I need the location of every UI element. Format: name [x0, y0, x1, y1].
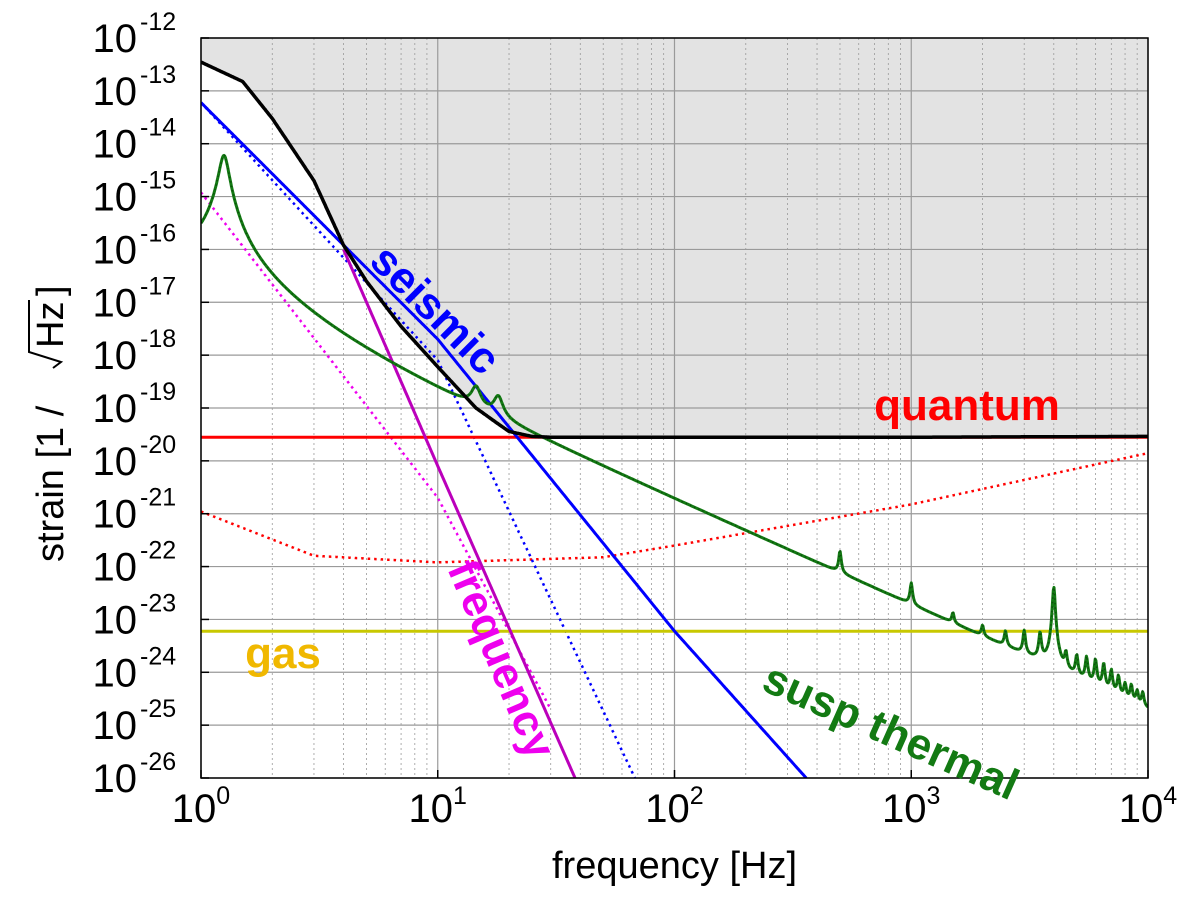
y-axis-label-root: Hz	[30, 302, 72, 348]
y-tick-exponent: -17	[140, 272, 176, 300]
y-tick-exponent: -15	[140, 167, 176, 195]
y-tick-exponent: -26	[140, 748, 176, 776]
y-tick-exponent: -20	[140, 431, 176, 459]
series-seismic-dotted	[201, 101, 636, 778]
y-tick-label: 10	[93, 281, 138, 325]
x-tick-label: 102	[645, 782, 703, 831]
y-tick-label: 10	[93, 757, 138, 801]
y-tick-label: 10	[93, 17, 138, 61]
series-total	[201, 60, 1148, 439]
y-tick-label: 10	[93, 704, 138, 748]
y-tick-exponent: -21	[140, 484, 176, 512]
y-tick-label: 10	[93, 440, 138, 484]
y-tick-exponent: -22	[140, 537, 176, 565]
x-tick-label: 103	[882, 782, 940, 831]
y-tick-label: 10	[93, 651, 138, 695]
y-tick-exponent: -14	[140, 114, 176, 142]
y-tick-label: 10	[93, 123, 138, 167]
y-tick-exponent: -12	[140, 8, 176, 36]
y-tick-label: 10	[93, 598, 138, 642]
y-tick-label: 10	[93, 334, 138, 378]
y-axis-label-prefix: strain [1 /	[30, 405, 72, 562]
y-tick-exponent: -19	[140, 378, 176, 406]
series-susp-thermal	[201, 153, 1148, 709]
y-tick-exponent: -25	[140, 695, 176, 723]
y-tick-exponent: -13	[140, 61, 176, 89]
x-tick-label: 104	[1119, 782, 1178, 831]
y-tick-exponent: -16	[140, 219, 176, 247]
y-tick-exponent: -24	[140, 642, 176, 670]
y-tick-label: 10	[93, 228, 138, 272]
x-axis-label: frequency [Hz]	[552, 845, 797, 887]
series-frequency-dotted	[201, 191, 552, 711]
y-tick-label: 10	[93, 387, 138, 431]
sqrt-sign	[28, 300, 64, 369]
y-tick-label: 10	[93, 176, 138, 220]
y-axis-label: strain [1 / Hz]	[28, 285, 72, 562]
series-susp-thermal-overlay	[201, 154, 1148, 708]
x-tick-label: 101	[409, 782, 467, 831]
y-tick-exponent: -18	[140, 325, 176, 353]
y-tick-label: 10	[93, 70, 138, 114]
y-axis-label-suffix: ]	[30, 285, 72, 296]
annotation-gas: gas	[245, 629, 321, 678]
series-frequency	[342, 248, 577, 778]
y-tick-label: 10	[93, 493, 138, 537]
x-tick-label: 100	[172, 782, 230, 831]
y-tick-label: 10	[93, 546, 138, 590]
series-seismic	[201, 101, 808, 778]
annotation-quantum: quantum	[874, 381, 1060, 430]
y-tick-exponent: -23	[140, 589, 176, 617]
